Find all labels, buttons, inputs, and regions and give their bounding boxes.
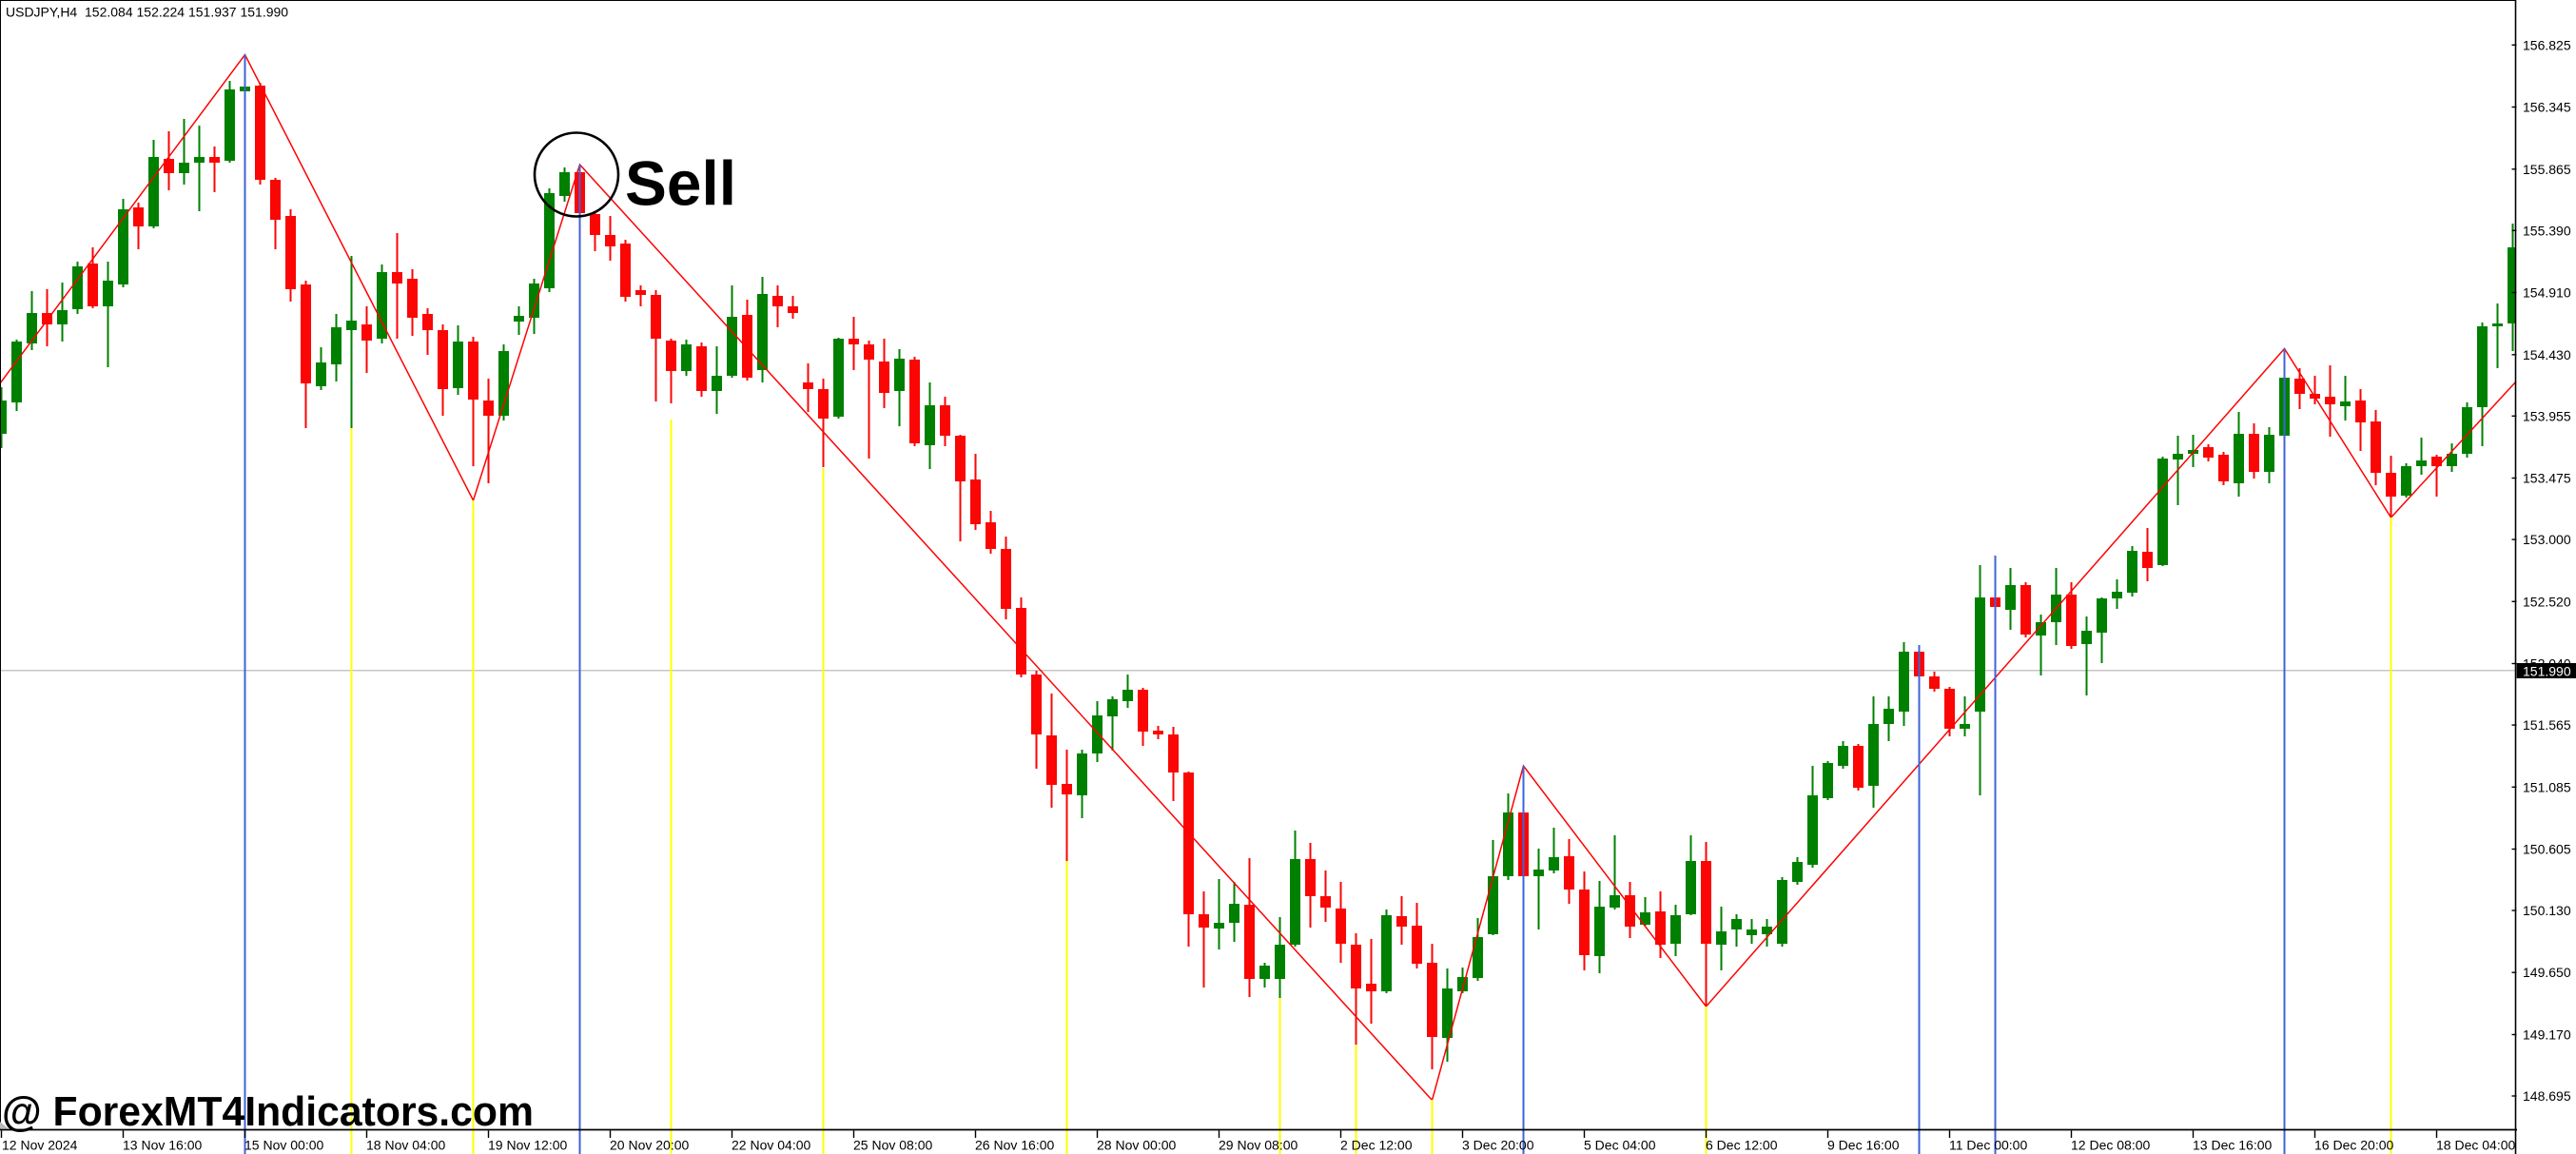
svg-text:153.475: 153.475 [2523, 471, 2571, 486]
svg-text:148.695: 148.695 [2523, 1088, 2571, 1104]
svg-text:6 Dec 12:00: 6 Dec 12:00 [1706, 1138, 1778, 1153]
svg-text:155.390: 155.390 [2523, 223, 2571, 238]
svg-text:154.910: 154.910 [2523, 285, 2571, 301]
svg-text:18 Dec 04:00: 18 Dec 04:00 [2436, 1138, 2515, 1153]
svg-text:2 Dec 12:00: 2 Dec 12:00 [1340, 1138, 1413, 1153]
svg-text:152.520: 152.520 [2523, 594, 2571, 609]
svg-text:15 Nov 00:00: 15 Nov 00:00 [244, 1138, 323, 1153]
svg-text:28 Nov 00:00: 28 Nov 00:00 [1097, 1138, 1176, 1153]
svg-text:154.430: 154.430 [2523, 347, 2571, 362]
svg-text:156.825: 156.825 [2523, 37, 2571, 52]
svg-text:18 Nov 04:00: 18 Nov 04:00 [366, 1138, 445, 1153]
svg-text:9 Dec 16:00: 9 Dec 16:00 [1827, 1138, 1900, 1153]
svg-text:25 Nov 08:00: 25 Nov 08:00 [853, 1138, 932, 1153]
svg-text:29 Nov 08:00: 29 Nov 08:00 [1219, 1138, 1298, 1153]
svg-text:USDJPY,H4 152.084 152.224 151: USDJPY,H4 152.084 152.224 151.937 151.99… [6, 5, 288, 20]
svg-text:5 Dec 04:00: 5 Dec 04:00 [1584, 1138, 1656, 1153]
svg-text:20 Nov 20:00: 20 Nov 20:00 [610, 1138, 689, 1153]
svg-text:@ ForexMT4Indicators.com: @ ForexMT4Indicators.com [2, 1088, 534, 1135]
svg-text:11 Dec 00:00: 11 Dec 00:00 [1949, 1138, 2027, 1153]
svg-text:Sell: Sell [625, 148, 736, 219]
svg-text:12 Dec 08:00: 12 Dec 08:00 [2071, 1138, 2150, 1153]
svg-text:19 Nov 12:00: 19 Nov 12:00 [488, 1138, 567, 1153]
svg-text:22 Nov 04:00: 22 Nov 04:00 [732, 1138, 810, 1153]
svg-text:13 Nov 16:00: 13 Nov 16:00 [123, 1138, 202, 1153]
svg-text:12 Nov 2024: 12 Nov 2024 [2, 1138, 78, 1153]
svg-text:3 Dec 20:00: 3 Dec 20:00 [1462, 1138, 1534, 1153]
svg-text:149.170: 149.170 [2523, 1027, 2571, 1043]
svg-text:13 Dec 16:00: 13 Dec 16:00 [2193, 1138, 2272, 1153]
svg-text:149.650: 149.650 [2523, 965, 2571, 980]
svg-text:156.345: 156.345 [2523, 100, 2571, 115]
svg-text:26 Nov 16:00: 26 Nov 16:00 [975, 1138, 1054, 1153]
svg-text:151.990: 151.990 [2523, 664, 2571, 679]
svg-text:153.000: 153.000 [2523, 532, 2571, 547]
svg-text:150.130: 150.130 [2523, 903, 2571, 918]
svg-text:153.955: 153.955 [2523, 408, 2571, 423]
svg-text:151.565: 151.565 [2523, 717, 2571, 733]
svg-text:155.865: 155.865 [2523, 162, 2571, 177]
svg-text:151.085: 151.085 [2523, 779, 2571, 794]
svg-text:16 Dec 20:00: 16 Dec 20:00 [2314, 1138, 2393, 1153]
svg-text:150.605: 150.605 [2523, 842, 2571, 857]
